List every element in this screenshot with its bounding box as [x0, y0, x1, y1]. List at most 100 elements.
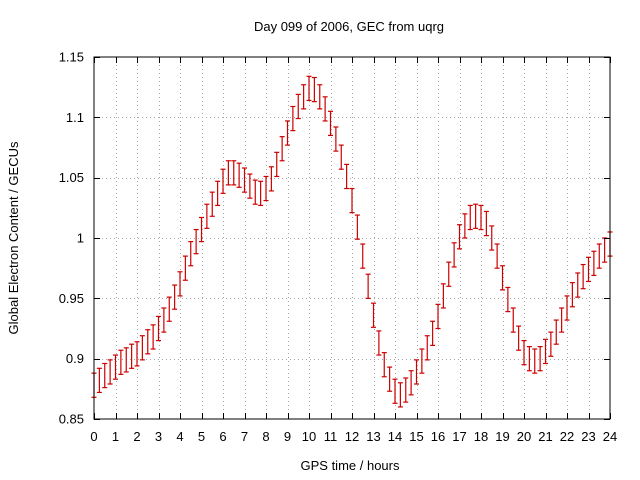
data-point — [376, 330, 382, 356]
x-tick-label: 1 — [112, 429, 119, 444]
data-point — [193, 228, 199, 255]
data-point — [301, 84, 307, 110]
x-tick-label: 3 — [155, 429, 162, 444]
data-point — [317, 84, 323, 110]
axis-ticks — [94, 57, 611, 420]
data-point — [225, 160, 231, 186]
data-point — [123, 347, 129, 373]
x-tick-label: 4 — [176, 429, 183, 444]
data-point — [483, 210, 489, 237]
data-point — [236, 162, 242, 188]
data-point — [430, 320, 436, 346]
data-point — [397, 382, 403, 408]
data-point — [134, 341, 140, 367]
data-point — [285, 120, 290, 146]
data-point — [435, 303, 441, 330]
x-tick-label: 24 — [603, 429, 617, 444]
data-point — [258, 180, 264, 207]
x-tick-label: 10 — [302, 429, 316, 444]
data-point — [505, 286, 511, 313]
x-tick-label: 5 — [198, 429, 205, 444]
data-point — [102, 362, 108, 389]
y-tick-label: 0.9 — [66, 351, 84, 366]
data-point — [532, 348, 538, 374]
data-point — [392, 378, 398, 404]
data-point — [457, 224, 462, 250]
data-point — [462, 213, 468, 239]
data-point — [328, 110, 333, 137]
x-tick-label: 6 — [219, 429, 226, 444]
data-point — [510, 307, 516, 333]
data-point — [354, 214, 360, 240]
data-point — [403, 377, 409, 403]
x-axis-title: GPS time / hours — [301, 458, 400, 473]
grid — [94, 57, 610, 419]
data-point — [365, 273, 371, 299]
x-tick-label: 23 — [581, 429, 595, 444]
x-tick-label: 13 — [366, 429, 380, 444]
x-tick-label: 2 — [133, 429, 140, 444]
data-point — [113, 354, 118, 380]
data-point — [559, 307, 565, 333]
data-point — [150, 324, 156, 350]
data-point — [553, 319, 559, 345]
data-point — [129, 343, 135, 369]
data-point — [177, 271, 183, 297]
data-point — [451, 242, 457, 268]
data-point — [295, 93, 301, 120]
data-point — [387, 366, 393, 392]
data-point — [467, 204, 473, 231]
data-point — [231, 160, 237, 186]
data-point — [209, 191, 215, 217]
chart-title: Day 099 of 2006, GEC from uqrg — [254, 19, 444, 34]
x-tick-label: 19 — [495, 429, 509, 444]
data-point — [252, 179, 258, 205]
y-tick-label: 0.85 — [59, 412, 84, 427]
x-tick-label: 14 — [388, 429, 402, 444]
data-point — [290, 105, 296, 132]
data-point — [543, 338, 548, 365]
data-point — [139, 335, 145, 361]
data-point — [118, 349, 124, 375]
data-point — [172, 284, 178, 310]
data-point — [188, 241, 194, 267]
data-point — [322, 96, 328, 122]
x-tick-label: 18 — [474, 429, 488, 444]
data-point — [220, 168, 226, 194]
x-tick-label: 0 — [90, 429, 97, 444]
data-point — [263, 175, 269, 202]
data-point — [274, 151, 280, 178]
data-point — [494, 243, 500, 269]
data-point — [344, 163, 350, 190]
y-tick-label: 1.1 — [66, 110, 84, 125]
y-tick-label: 1.15 — [59, 50, 84, 65]
data-point — [521, 339, 527, 366]
x-tick-labels: 0 1 2 3 4 5 6 7 8 9 10 11 12 13 14 15 16 17 18 19 20 21 22 23 24 — [90, 429, 617, 444]
data-point — [338, 144, 344, 170]
x-tick-label: 15 — [409, 429, 423, 444]
data-point — [419, 348, 425, 374]
data-point — [526, 346, 532, 372]
data-point — [215, 180, 221, 207]
data-point — [478, 204, 484, 231]
y-axis-title: Global Electron Content / GECUs — [6, 141, 21, 334]
x-tick-label: 20 — [517, 429, 531, 444]
data-point — [247, 173, 253, 199]
y-tick-labels: 0.85 0.9 0.95 1 1.05 1.1 1.15 — [59, 50, 84, 427]
data-point — [161, 307, 167, 333]
data-point — [575, 272, 581, 298]
data-point — [349, 187, 355, 214]
data-point — [414, 359, 419, 385]
data-point — [311, 76, 317, 103]
data-point — [199, 216, 204, 243]
data-point — [166, 296, 172, 322]
series-gec — [91, 75, 613, 408]
data-point — [440, 283, 446, 309]
x-tick-label: 8 — [262, 429, 269, 444]
data-point — [268, 166, 274, 192]
data-point — [408, 370, 414, 396]
x-tick-label: 12 — [345, 429, 359, 444]
data-point — [371, 302, 376, 328]
data-point — [564, 295, 570, 321]
data-point — [360, 243, 366, 269]
